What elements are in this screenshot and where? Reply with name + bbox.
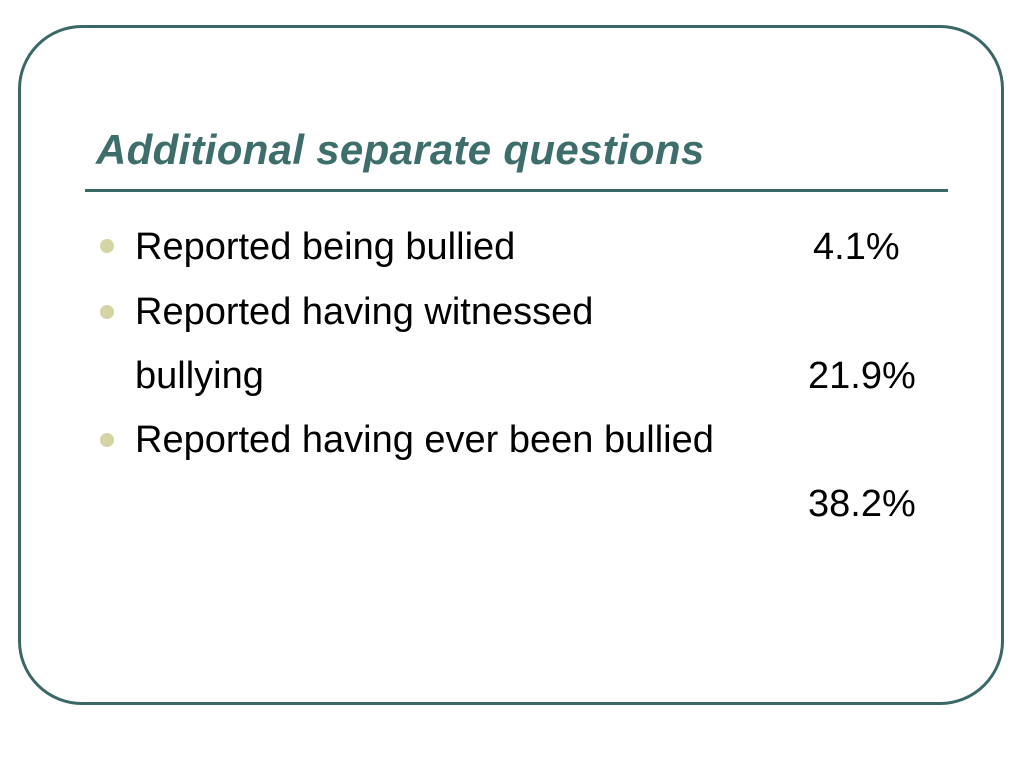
item-3-value: 38.2% — [808, 483, 916, 525]
bullet-icon — [100, 305, 114, 319]
bullet-icon — [100, 433, 114, 447]
item-1-value: 4.1% — [813, 226, 900, 268]
slide-title: Additional separate questions — [96, 126, 705, 173]
item-2-value: 21.9% — [808, 355, 916, 397]
item-3-label: Reported having ever been bullied — [135, 419, 714, 461]
bullet-icon — [100, 239, 114, 253]
item-2-label-line-1: Reported having witnessed — [135, 291, 594, 333]
item-1-label: Reported being bullied — [135, 226, 516, 268]
slide-frame — [18, 25, 1004, 705]
item-2-label-line-2: bullying — [135, 355, 264, 397]
title-underline — [85, 189, 948, 192]
